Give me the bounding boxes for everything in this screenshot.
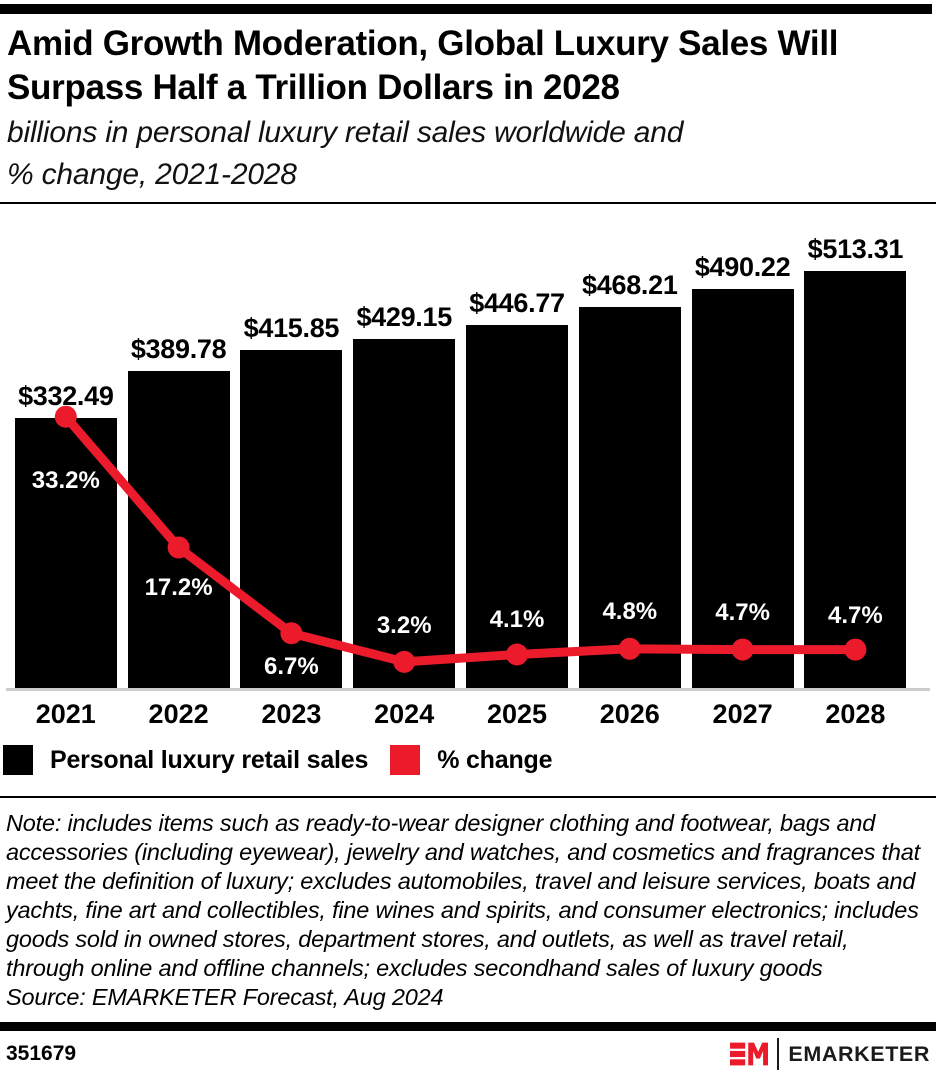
year-label-2022: 2022 [148,699,209,729]
chart-subtitle: billions in personal luxury retail sales… [7,112,912,196]
legend-label-line: % change [437,745,553,774]
x-axis-line [6,688,930,691]
year-label-2024: 2024 [374,699,435,729]
chart-id: 351679 [6,1042,77,1065]
legend-divider [0,796,936,798]
chart-title: Amid Growth Moderation, Global Luxury Sa… [7,22,912,110]
pct-change-label-2027: 4.7% [715,598,770,626]
sales-value-label-2024: $429.15 [356,302,452,333]
sales-value-label-2025: $446.77 [469,287,565,318]
trend-point-2026 [618,637,641,660]
trend-point-2027 [731,638,754,661]
brand-divider [777,1038,780,1070]
sales-value-label-2023: $415.85 [243,312,340,343]
note-text: Note: includes items such as ready-to-we… [6,810,920,981]
sales-bar-2027 [691,289,794,688]
brand-name: EMARKETER [788,1041,930,1066]
year-label-2028: 2028 [825,699,886,729]
year-label-2027: 2027 [712,699,773,729]
chart-title-line1: Amid Growth Moderation, Global Luxury Sa… [7,24,839,63]
trend-point-2021 [54,405,77,428]
trend-point-2025 [506,643,528,666]
sales-bar-2024 [353,339,456,688]
sales-value-label-2022: $389.78 [130,334,227,365]
year-label-2025: 2025 [486,699,548,729]
footer: 351679 EMARKETER [6,1038,930,1070]
sales-bar-2022 [127,371,230,688]
chart-subtitle-line2: % change, 2021-2028 [7,158,297,191]
emarketer-logo-icon [730,1042,769,1066]
sales-value-label-2021: $332.49 [18,380,114,411]
sales-value-label-2028: $513.31 [807,233,904,264]
chart-title-line2: Surpass Half a Trillion Dollars in 2028 [7,68,620,107]
year-label-2021: 2021 [35,699,96,729]
pct-change-label-2022: 17.2% [144,574,213,602]
year-label-2023: 2023 [261,699,322,729]
footnote-block: Note: includes items such as ready-to-we… [6,809,931,1012]
pct-change-label-2028: 4.7% [828,601,883,629]
footer-accent-bar [0,1022,936,1031]
pct-change-label-2021: 33.2% [31,466,100,494]
legend: Personal luxury retail sales % change [3,744,933,776]
sales-bar-2026 [578,307,681,688]
top-accent-bar [0,4,932,14]
pct-change-label-2023: 6.7% [264,653,319,681]
sales-bar-2028 [804,270,907,688]
chart-subtitle-line1: billions in personal luxury retail sales… [7,116,684,149]
sales-value-label-2027: $490.22 [694,252,791,283]
trend-point-2023 [280,622,303,645]
trend-point-2024 [393,650,416,673]
source-text: Source: EMARKETER Forecast, Aug 2024 [6,984,444,1010]
brand-lockup: EMARKETER [730,1038,930,1070]
sales-bar-2025 [466,324,568,688]
trend-point-2028 [844,638,867,661]
legend-swatch-line [390,745,421,775]
sales-value-label-2026: $468.21 [582,270,678,301]
year-label-2026: 2026 [599,699,660,729]
legend-swatch-bars [3,745,33,775]
header-divider [0,202,936,204]
pct-change-label-2026: 4.8% [602,597,658,625]
pct-change-label-2025: 4.1% [489,606,545,634]
pct-change-label-2024: 3.2% [376,611,432,639]
legend-label-bars: Personal luxury retail sales [50,745,369,774]
trend-point-2022 [167,536,190,559]
